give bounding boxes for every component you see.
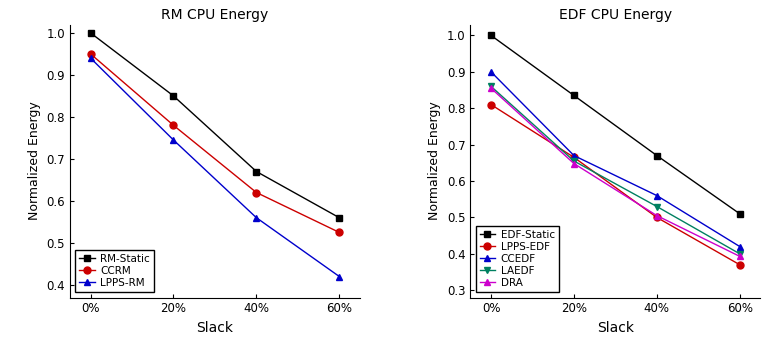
LAEDF	[570, 159, 579, 163]
RM-Static	[169, 94, 178, 98]
DRA	[487, 86, 496, 90]
CCEDF	[570, 153, 579, 158]
RM-Static	[334, 216, 344, 220]
DRA	[735, 254, 744, 258]
CCEDF	[652, 194, 661, 198]
LPPS-EDF	[652, 215, 661, 219]
EDF-Static	[735, 212, 744, 216]
Line: CCEDF: CCEDF	[487, 68, 743, 250]
EDF-Static	[652, 153, 661, 158]
Line: CCRM: CCRM	[87, 50, 343, 236]
CCRM	[86, 52, 95, 56]
Line: RM-Static: RM-Static	[87, 29, 343, 221]
EDF-Static	[487, 33, 496, 37]
Y-axis label: Normalized Energy: Normalized Energy	[28, 102, 41, 220]
LAEDF	[487, 84, 496, 89]
LPPS-EDF	[735, 262, 744, 267]
LPPS-EDF	[570, 155, 579, 160]
LAEDF	[735, 252, 744, 256]
Line: LAEDF: LAEDF	[487, 83, 743, 257]
DRA	[652, 214, 661, 218]
CCEDF	[487, 70, 496, 74]
Legend: RM-Static, CCRM, LPPS-RM: RM-Static, CCRM, LPPS-RM	[75, 250, 154, 292]
LPPS-RM	[334, 274, 344, 279]
LPPS-RM	[86, 56, 95, 60]
CCRM	[169, 123, 178, 127]
Legend: EDF-Static, LPPS-EDF, CCEDF, LAEDF, DRA: EDF-Static, LPPS-EDF, CCEDF, LAEDF, DRA	[476, 226, 559, 292]
Title: RM CPU Energy: RM CPU Energy	[161, 8, 268, 22]
EDF-Static	[570, 93, 579, 98]
CCRM	[334, 230, 344, 235]
Line: LPPS-EDF: LPPS-EDF	[487, 101, 743, 268]
Line: DRA: DRA	[487, 85, 743, 260]
Line: LPPS-RM: LPPS-RM	[87, 55, 343, 280]
LAEDF	[652, 204, 661, 209]
X-axis label: Slack: Slack	[597, 321, 634, 335]
DRA	[570, 161, 579, 166]
CCRM	[251, 190, 261, 195]
RM-Static	[251, 169, 261, 174]
Line: EDF-Static: EDF-Static	[487, 32, 743, 217]
X-axis label: Slack: Slack	[196, 321, 234, 335]
LPPS-RM	[251, 216, 261, 220]
LPPS-EDF	[487, 103, 496, 107]
RM-Static	[86, 31, 95, 35]
CCEDF	[735, 244, 744, 248]
Title: EDF CPU Energy: EDF CPU Energy	[559, 8, 672, 22]
Y-axis label: Normalized Energy: Normalized Energy	[428, 102, 442, 220]
LPPS-RM	[169, 138, 178, 142]
